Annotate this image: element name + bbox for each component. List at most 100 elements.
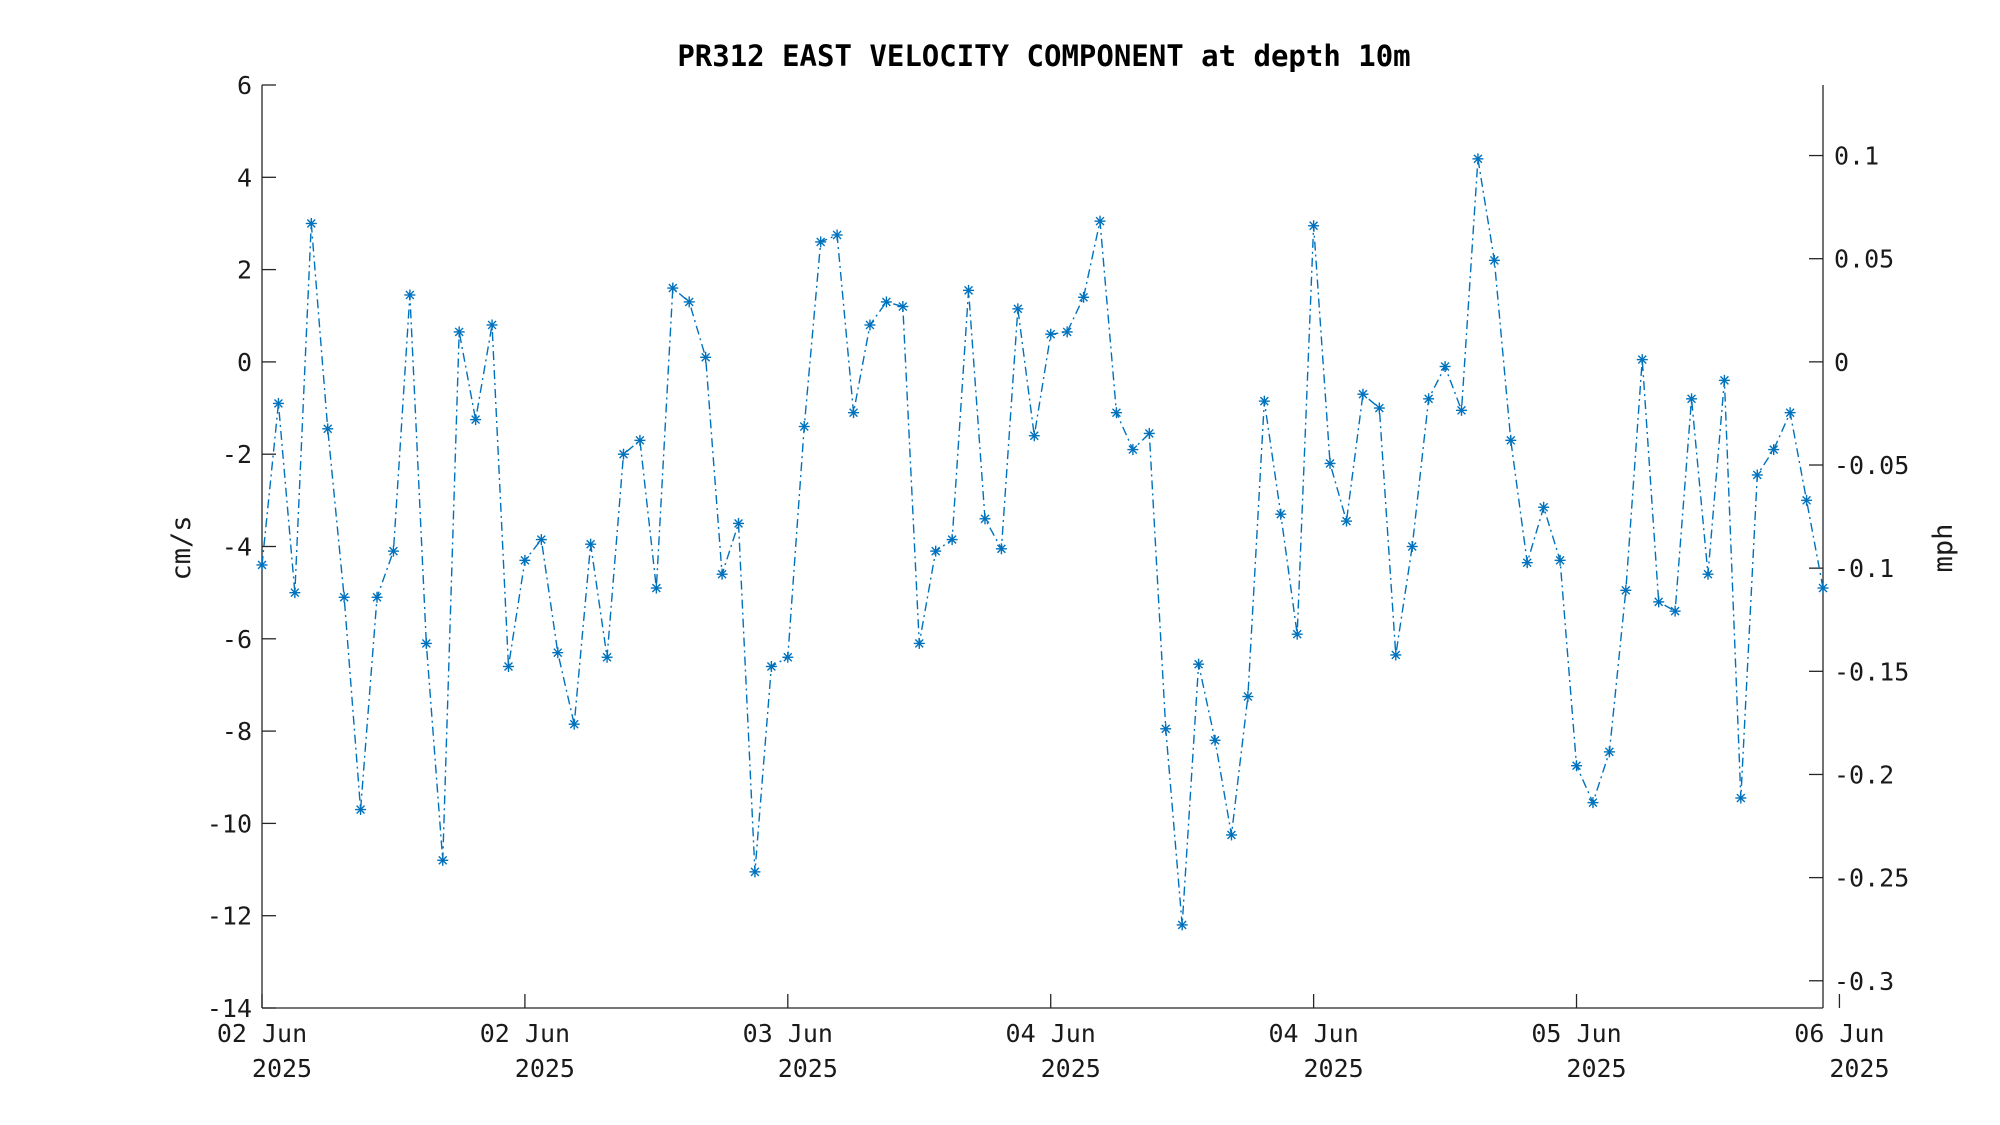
data-point: [831, 229, 843, 241]
data-point: [1242, 690, 1254, 702]
data-point: [749, 866, 761, 878]
data-point: [1735, 792, 1747, 804]
x-tick-label-year: 2025: [1041, 1054, 1101, 1083]
data-point: [1571, 760, 1583, 772]
y-right-tick-label: -0.25: [1834, 864, 1909, 893]
data-point: [1012, 303, 1024, 315]
data-point: [650, 582, 662, 594]
plot-area: [256, 153, 1829, 931]
data-point: [1357, 388, 1369, 400]
data-point: [585, 538, 597, 550]
x-tick-label: 04 Jun: [1268, 1019, 1358, 1048]
data-point: [667, 282, 679, 294]
data-point: [716, 568, 728, 580]
data-point: [1702, 568, 1714, 580]
y-tick-label: -6: [222, 625, 252, 654]
data-point: [617, 448, 629, 460]
data-point: [502, 660, 514, 672]
data-point: [404, 289, 416, 301]
data-point: [338, 591, 350, 603]
y-right-tick-label: -0.3: [1834, 967, 1894, 996]
x-tick-label-year: 2025: [778, 1054, 838, 1083]
data-point: [1275, 508, 1287, 520]
data-point: [1423, 393, 1435, 405]
data-point: [897, 301, 909, 313]
data-point: [1456, 404, 1468, 416]
data-point: [1258, 395, 1270, 407]
data-point: [1045, 328, 1057, 340]
data-point: [1636, 354, 1648, 366]
y-tick-label: -14: [207, 994, 252, 1023]
y-tick-label: 4: [237, 163, 252, 192]
data-point: [1193, 658, 1205, 670]
x-tick-label: 04 Jun: [1006, 1019, 1096, 1048]
data-point: [733, 517, 745, 529]
data-point: [848, 407, 860, 419]
y-right-tick-label: -0.15: [1834, 657, 1909, 686]
data-point: [1784, 407, 1796, 419]
data-point: [1308, 220, 1320, 232]
data-point: [568, 718, 580, 730]
data-point: [1061, 326, 1073, 338]
data-point: [1817, 582, 1829, 594]
data-point: [519, 554, 531, 566]
data-point: [371, 591, 383, 603]
data-point: [1521, 557, 1533, 569]
y-axis-label-right: mph: [1928, 524, 1959, 573]
y-axis-label-left: cm/s: [166, 515, 197, 580]
chart-title: PR312 EAST VELOCITY COMPONENT at depth 1…: [677, 39, 1410, 73]
data-point: [946, 534, 958, 546]
data-point: [1801, 494, 1813, 506]
y-tick-label: 6: [237, 71, 252, 100]
data-point: [798, 421, 810, 433]
data-point: [1028, 430, 1040, 442]
data-point: [995, 543, 1007, 555]
data-point: [930, 545, 942, 557]
data-point: [700, 351, 712, 363]
data-point: [453, 326, 465, 338]
data-point: [1505, 434, 1517, 446]
x-tick-label-year: 2025: [1304, 1054, 1364, 1083]
data-point: [815, 236, 827, 248]
x-tick-label: 05 Jun: [1531, 1019, 1621, 1048]
data-point: [552, 647, 564, 659]
y-tick-label: -2: [222, 440, 252, 469]
data-point: [1390, 649, 1402, 661]
y-right-tick-label: 0.1: [1834, 142, 1879, 171]
data-point: [634, 434, 646, 446]
x-tick-label: 03 Jun: [743, 1019, 833, 1048]
y-right-tick-label: 0: [1834, 348, 1849, 377]
data-point: [272, 397, 284, 409]
x-tick-label-year: 2025: [1566, 1054, 1626, 1083]
data-point: [355, 804, 367, 816]
data-point: [864, 319, 876, 331]
data-point: [1538, 501, 1550, 513]
data-point: [1110, 407, 1122, 419]
y-right-tick-label: -0.1: [1834, 554, 1894, 583]
data-point: [535, 534, 547, 546]
data-point: [387, 545, 399, 557]
data-point: [1718, 374, 1730, 386]
data-point: [1160, 723, 1172, 735]
x-tick-label-year: 2025: [515, 1054, 575, 1083]
data-point: [1439, 361, 1451, 373]
data-point: [1078, 291, 1090, 303]
data-point: [1603, 746, 1615, 758]
data-point: [880, 296, 892, 308]
data-point: [420, 637, 432, 649]
data-point: [1127, 444, 1139, 456]
data-point: [1324, 457, 1336, 469]
x-tick-label-year: 2025: [252, 1054, 312, 1083]
data-point: [1768, 444, 1780, 456]
data-point: [1488, 254, 1500, 266]
y-tick-label: 2: [237, 256, 252, 285]
data-point: [963, 284, 975, 296]
data-point: [1554, 554, 1566, 566]
series-line: [261, 158, 1824, 925]
data-point: [601, 651, 613, 663]
data-point: [1291, 628, 1303, 640]
x-tick-label: 02 Jun: [480, 1019, 570, 1048]
data-point: [486, 319, 498, 331]
y-tick-label: 0: [237, 348, 252, 377]
